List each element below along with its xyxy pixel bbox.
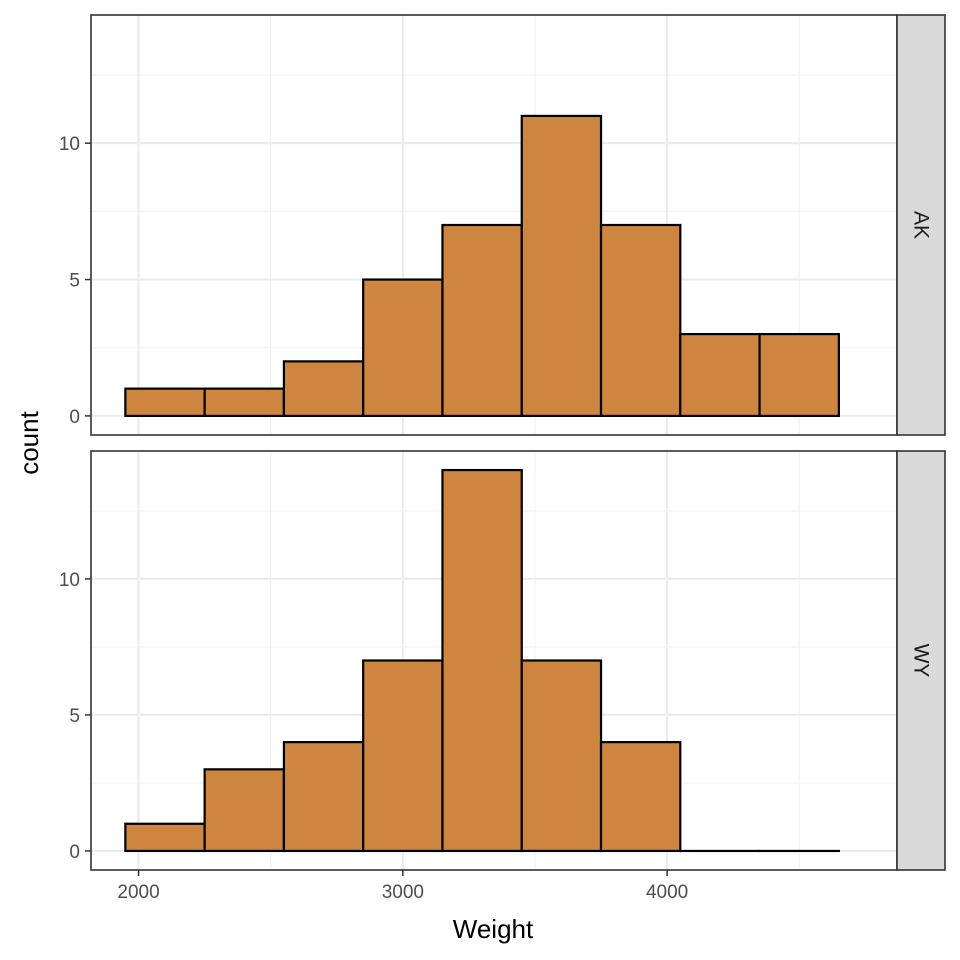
y-tick-label: 0 <box>69 842 80 863</box>
x-tick-label: 4000 <box>646 882 688 903</box>
histogram-bar <box>362 278 444 418</box>
y-tick-label: 10 <box>59 134 80 155</box>
histogram-bar <box>520 114 603 418</box>
histogram-bar <box>441 468 523 853</box>
histogram-bar <box>362 659 444 853</box>
y-axis-title: count <box>14 410 44 474</box>
histogram-bar <box>124 387 206 418</box>
x-axis-title: Weight <box>453 914 534 944</box>
histogram-bar <box>282 360 365 418</box>
x-tick-label: 3000 <box>382 882 424 903</box>
y-tick-label: 5 <box>69 706 80 727</box>
panel-ak: 0 5 10 AK <box>59 14 946 436</box>
histogram-bar <box>282 741 365 853</box>
histogram-bar <box>124 822 206 853</box>
y-tick-label: 10 <box>59 570 80 591</box>
panels: 0 5 10 AK 0 5 10 WY <box>59 14 946 871</box>
facet-strip <box>896 450 946 871</box>
facet-label: WY <box>910 644 933 678</box>
histogram-bar <box>599 741 682 853</box>
y-tick-label: 0 <box>69 407 80 428</box>
histogram-bar <box>599 223 682 418</box>
histogram-bar <box>758 332 840 418</box>
y-tick-label: 5 <box>69 271 80 292</box>
x-axis: 2000 3000 4000 <box>117 870 688 903</box>
histogram-bar <box>203 387 286 418</box>
histogram-bar <box>520 659 603 853</box>
histogram-bar <box>441 223 523 418</box>
panel-wy: 0 5 10 WY <box>59 450 946 871</box>
x-tick-label: 2000 <box>117 882 159 903</box>
facet-label: AK <box>910 211 933 239</box>
histogram-bar <box>203 768 286 853</box>
facet-strip <box>896 14 946 436</box>
histogram-bar <box>679 332 761 418</box>
